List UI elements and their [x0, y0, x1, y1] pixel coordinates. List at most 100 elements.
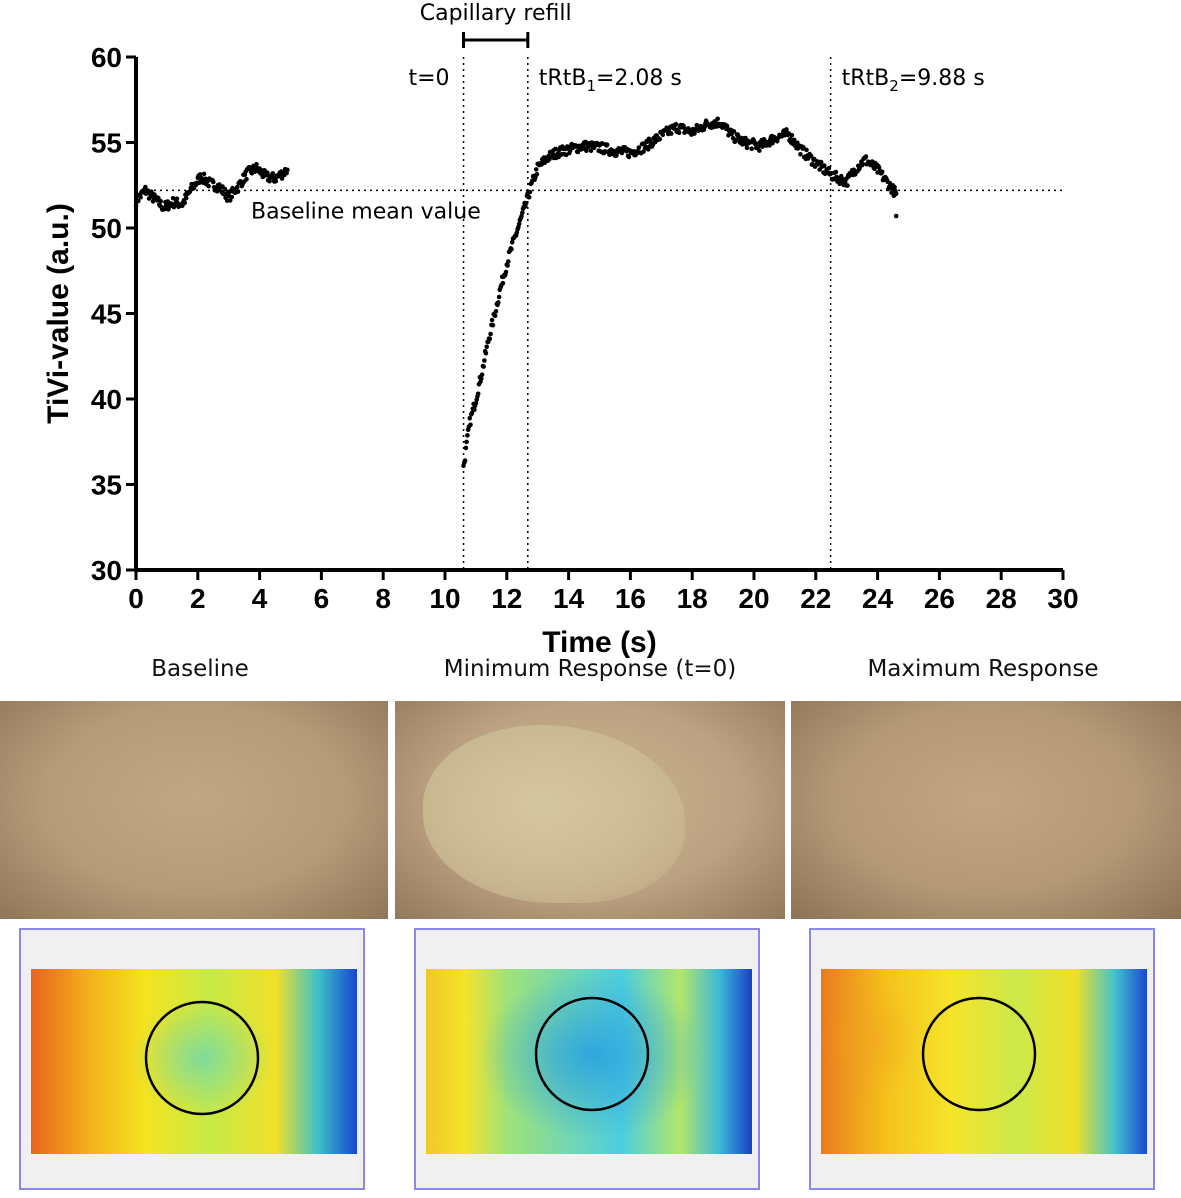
data-point [463, 445, 469, 451]
blanched-area [423, 725, 685, 903]
data-point [660, 132, 666, 138]
data-point [822, 163, 827, 168]
data-point [197, 172, 203, 177]
data-point [285, 167, 290, 173]
data-point [715, 116, 720, 122]
roi-circle [144, 1000, 260, 1116]
data-point [473, 401, 479, 406]
data-point [516, 221, 522, 227]
data-point [465, 433, 470, 438]
data-point [789, 133, 795, 138]
data-point [506, 259, 511, 264]
x-tick-label: 24 [862, 583, 894, 614]
y-tick-label: 45 [91, 299, 122, 330]
data-point [839, 173, 844, 179]
heatmap-maximum [809, 928, 1155, 1190]
data-point [893, 191, 899, 197]
data-point [211, 179, 216, 185]
data-point [488, 331, 493, 337]
y-tick-label: 55 [91, 128, 122, 159]
x-tick-label: 2 [190, 583, 206, 614]
data-point [472, 407, 477, 413]
y-tick-label: 30 [91, 555, 122, 586]
data-point [533, 167, 539, 172]
data-point [673, 121, 679, 127]
data-point [509, 246, 514, 252]
data-point [818, 159, 824, 165]
x-tick-label: 26 [924, 583, 955, 614]
vertical-marker-label: tRtB2=9.88 s [842, 66, 985, 95]
data-point [527, 189, 533, 195]
data-point [270, 171, 276, 176]
y-tick-label: 35 [91, 470, 122, 501]
photo-maximum [791, 701, 1181, 919]
data-point [234, 184, 240, 190]
data-point [496, 294, 502, 300]
data-point [692, 131, 697, 136]
y-tick-label: 50 [91, 213, 122, 244]
roi-circle [534, 996, 650, 1112]
baseline-mean-label: Baseline mean value [251, 199, 481, 224]
x-tick-label: 0 [128, 583, 144, 614]
x-tick-label: 22 [800, 583, 831, 614]
data-point [496, 300, 501, 305]
data-point [183, 195, 189, 201]
data-point [182, 200, 187, 206]
data-point [489, 317, 495, 323]
x-tick-label: 8 [375, 583, 391, 614]
data-point [143, 184, 148, 190]
data-point [604, 142, 610, 147]
data-point [893, 213, 899, 219]
panel-title-minimum: Minimum Response (t=0) [443, 656, 737, 682]
y-axis-title: TiVi-value (a.u.) [42, 203, 75, 424]
x-tick-label: 14 [553, 583, 585, 614]
bracket-label: Capillary refill [420, 1, 572, 26]
data-point [267, 178, 272, 184]
y-tick-label: 40 [91, 384, 122, 415]
photo-baseline [0, 701, 388, 919]
data-point [464, 439, 469, 445]
data-point [467, 415, 473, 421]
data-point [749, 146, 754, 151]
data-point [492, 313, 498, 319]
x-tick-label: 4 [252, 583, 268, 614]
data-point [136, 198, 141, 204]
data-point [791, 137, 797, 143]
x-tick-label: 6 [314, 583, 330, 614]
data-point [731, 129, 737, 134]
data-point [505, 263, 510, 268]
data-point [860, 162, 866, 167]
data-point [273, 179, 279, 184]
heatmap-baseline [19, 928, 365, 1190]
data-point [584, 148, 589, 154]
x-tick-label: 16 [615, 583, 646, 614]
data-point [641, 149, 646, 154]
x-tick-label: 20 [738, 583, 769, 614]
vertical-marker-label: tRtB1=2.08 s [539, 66, 682, 95]
data-point [826, 165, 832, 171]
data-point [808, 153, 814, 159]
data-point [676, 130, 682, 136]
data-point [801, 145, 806, 150]
data-point [133, 203, 139, 209]
data-point [804, 147, 809, 153]
data-point [479, 376, 484, 382]
data-point [481, 364, 486, 369]
data-point [201, 171, 207, 177]
data-point [892, 184, 897, 190]
data-point [614, 153, 619, 158]
photo-minimum [395, 701, 785, 919]
data-point [833, 169, 839, 175]
heatmap-minimum [414, 928, 760, 1190]
data-point [845, 183, 850, 188]
data-point [222, 186, 228, 192]
data-point [254, 161, 259, 167]
x-axis-title: Time (s) [542, 626, 656, 659]
x-tick-label: 30 [1047, 583, 1078, 614]
data-point [170, 195, 176, 201]
data-point [798, 152, 803, 157]
data-point [520, 210, 525, 216]
data-point [757, 148, 762, 153]
data-point [636, 145, 642, 150]
